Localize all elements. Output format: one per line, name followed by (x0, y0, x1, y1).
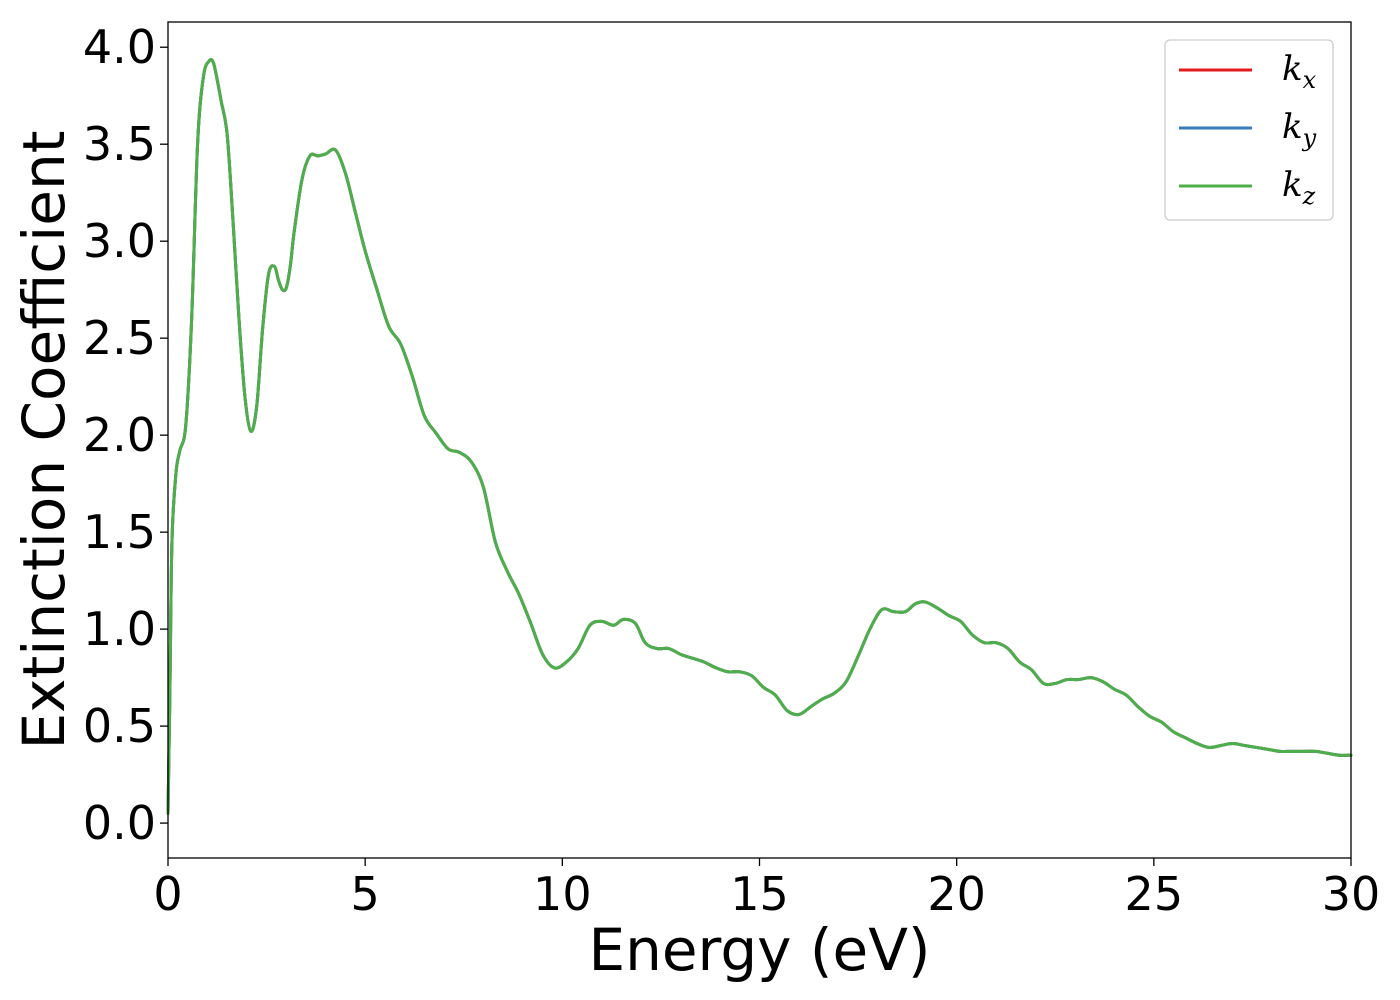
y-axis-ticks: 0.0 0.5 1.0 1.5 2.0 2.5 3.0 3.5 4.0 (83, 20, 168, 850)
y-tick-label: 0.5 (83, 699, 156, 753)
y-tick-label: 3.0 (83, 214, 156, 268)
legend-box (1164, 39, 1334, 221)
x-tick-label: 15 (730, 867, 789, 921)
legend: kx ky kz (1164, 39, 1334, 221)
legend-label-kz: kz (1282, 165, 1316, 210)
legend-label-ky: ky (1282, 107, 1317, 152)
x-axis-ticks: 0 5 10 15 20 25 30 (153, 858, 1380, 921)
series-layer (166, 58, 1353, 815)
legend-label-kx: kx (1282, 49, 1317, 94)
x-tick-label: 0 (153, 867, 182, 921)
y-axis-label: Extinction Coefficient (10, 131, 78, 750)
x-tick-label: 5 (351, 867, 380, 921)
x-tick-label: 10 (533, 867, 592, 921)
x-tick-label: 25 (1125, 867, 1184, 921)
series-line-k-z (166, 58, 1353, 815)
y-tick-label: 0.0 (83, 796, 156, 850)
y-tick-label: 1.0 (83, 602, 156, 656)
y-tick-label: 2.5 (83, 311, 156, 365)
y-tick-label: 3.5 (83, 117, 156, 171)
x-tick-label: 20 (927, 867, 986, 921)
x-tick-label: 30 (1322, 867, 1381, 921)
x-axis-label: Energy (eV) (588, 916, 930, 984)
y-tick-label: 4.0 (83, 20, 156, 74)
y-tick-label: 1.5 (83, 505, 156, 559)
y-tick-label: 2.0 (83, 408, 156, 462)
